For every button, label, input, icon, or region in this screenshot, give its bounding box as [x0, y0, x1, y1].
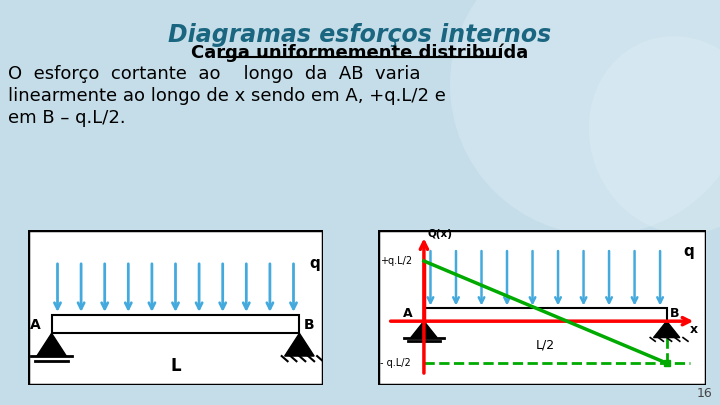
Text: q: q: [310, 256, 320, 271]
Polygon shape: [37, 333, 66, 356]
Text: linearmente ao longo de x sendo em A, +q.L/2 e: linearmente ao longo de x sendo em A, +q…: [8, 87, 446, 105]
Text: A: A: [30, 318, 40, 332]
Text: +q.L/2: +q.L/2: [379, 256, 412, 266]
Polygon shape: [654, 321, 680, 338]
Bar: [52, 315, 300, 333]
Text: 16: 16: [696, 387, 712, 400]
Ellipse shape: [589, 36, 720, 234]
Text: q: q: [683, 244, 694, 259]
Ellipse shape: [450, 0, 720, 235]
Text: O  esforço  cortante  ao    longo  da  AB  varia: O esforço cortante ao longo da AB varia: [8, 65, 420, 83]
Text: - q.L/2: - q.L/2: [379, 358, 410, 368]
Text: em B – q.L/2.: em B – q.L/2.: [8, 109, 125, 127]
Polygon shape: [411, 321, 437, 338]
Text: L: L: [170, 357, 181, 375]
Polygon shape: [284, 333, 314, 356]
Text: Q(x): Q(x): [427, 229, 452, 239]
Text: Diagramas esforços internos: Diagramas esforços internos: [168, 23, 552, 47]
Text: Carga uniformemente distribuída: Carga uniformemente distribuída: [192, 43, 528, 62]
Text: A: A: [402, 307, 413, 320]
Text: B: B: [304, 318, 315, 332]
Text: B: B: [670, 307, 680, 320]
Text: L/2: L/2: [536, 339, 555, 352]
Bar: [424, 309, 667, 321]
Text: x: x: [690, 323, 698, 336]
